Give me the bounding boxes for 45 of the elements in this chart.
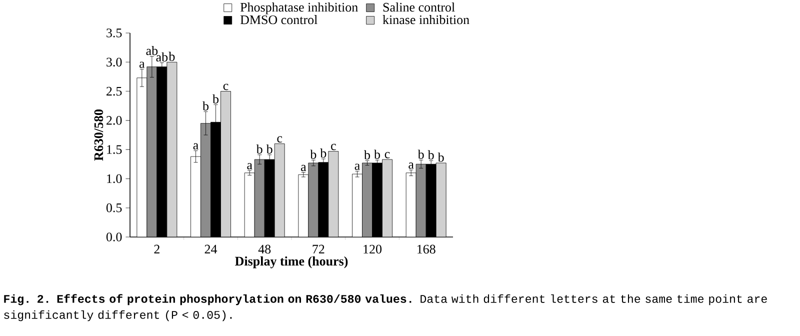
data-label: a (408, 162, 414, 169)
y-tick-label: 2.5 (106, 86, 122, 96)
y-tick-label: 2.0 (106, 116, 122, 125)
y-tick-label: 0.0 (106, 232, 122, 242)
x-tick-label: 2 (154, 244, 160, 254)
legend-label: DMSO control (240, 15, 318, 24)
data-label: b (428, 150, 434, 160)
data-label: b (418, 150, 424, 159)
data-label: b (168, 52, 175, 61)
data-label: a (354, 164, 360, 170)
data-label: c (223, 84, 228, 90)
y-tick-label: 3.0 (106, 58, 122, 67)
x-tick-label: 72 (312, 244, 324, 254)
x-tick-label: 168 (417, 244, 436, 254)
legend-label: Phosphatase inhibition (240, 2, 358, 14)
data-label: a (193, 143, 198, 150)
x-tick-label: 48 (258, 244, 271, 254)
data-label: ab (156, 52, 168, 62)
data-label: b (438, 152, 444, 162)
data-label: b (364, 150, 370, 160)
y-tick-label: 0.5 (106, 203, 122, 212)
x-tick-label: 120 (364, 244, 382, 254)
text: Fig. 2. Effects of protein phosphorylation on R630/580 values. Data with different letters at the same time point are significantly different (P < 0.05). (4, 294, 767, 322)
data-label: b (320, 148, 326, 158)
data-label: c (384, 152, 390, 158)
data-label: b (212, 94, 219, 104)
legend-label: kinase inhibition (382, 15, 470, 24)
data-label: a (247, 163, 252, 170)
data-label: b (266, 144, 272, 154)
data-label: b (310, 150, 316, 159)
x-axis-title: Display time (hours) (235, 256, 348, 268)
y-axis-title: R630/580 (94, 109, 104, 161)
data-label: b (256, 144, 262, 154)
data-label: c (331, 144, 336, 150)
data-label: c (277, 136, 282, 143)
y-tick-label: 3.5 (106, 28, 122, 38)
x-tick-label: 24 (204, 244, 218, 254)
data-label: b (374, 150, 380, 159)
data-label: ab (146, 46, 158, 56)
data-label: b (202, 101, 209, 110)
data-label: a (300, 164, 306, 172)
data-label: a (139, 62, 145, 68)
y-tick-label: 1.5 (107, 145, 122, 154)
legend-label: Saline control (383, 2, 455, 12)
y-tick-label: 1.0 (107, 174, 122, 184)
